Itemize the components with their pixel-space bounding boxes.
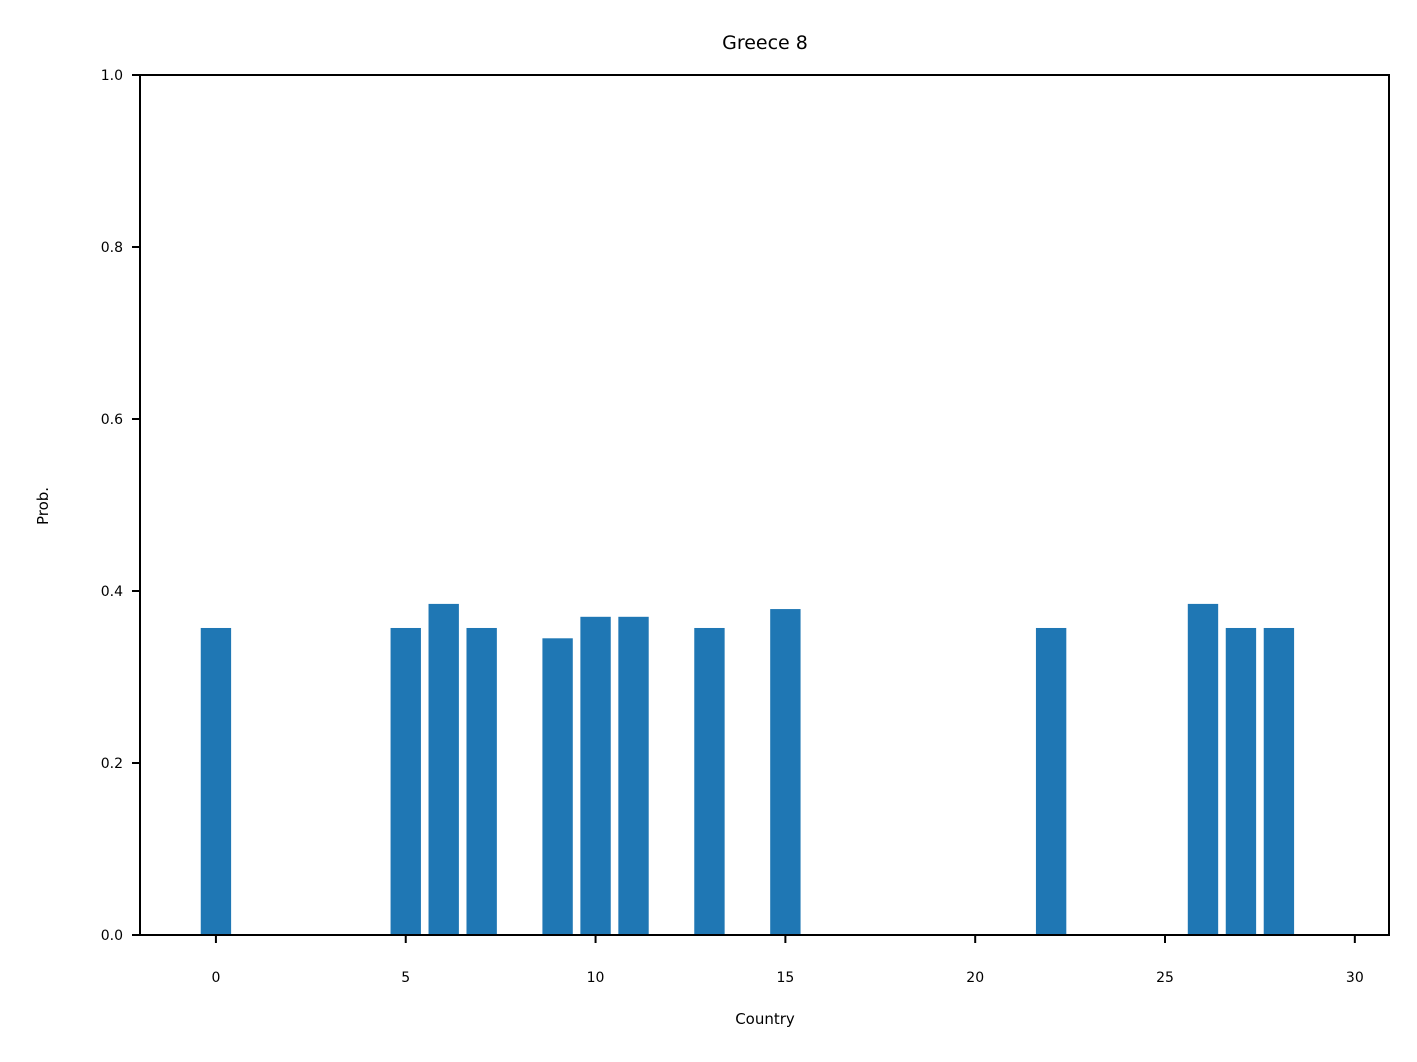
x-tick-label: 15 — [776, 970, 794, 986]
x-tick-label: 20 — [966, 970, 984, 986]
axes-layer — [139, 74, 1390, 936]
bar-9 — [542, 638, 573, 935]
y-tick-label: 0.2 — [101, 756, 123, 772]
bar-28 — [1263, 627, 1295, 935]
y-axis-title: Prob. — [34, 487, 52, 525]
bar-15 — [770, 609, 801, 935]
bar-13 — [694, 627, 725, 935]
bars-layer — [200, 603, 1295, 935]
bar-0 — [200, 627, 232, 935]
x-tick-label: 10 — [587, 970, 605, 986]
bar-26 — [1187, 603, 1219, 935]
y-axis-ticks: 0.0 0.2 0.4 0.6 0.8 1.0 — [101, 68, 140, 944]
x-axis-title: Country — [735, 1010, 795, 1028]
y-tick-label: 0.0 — [101, 928, 123, 944]
x-tick-label: 0 — [211, 970, 220, 986]
y-tick-label: 0.8 — [101, 240, 123, 256]
bar-10 — [580, 616, 611, 935]
x-tick-label: 5 — [401, 970, 410, 986]
x-axis-ticks: 0 5 10 15 20 25 30 — [211, 935, 1364, 986]
y-tick-label: 0.4 — [101, 584, 123, 600]
x-tick-label: 25 — [1156, 970, 1174, 986]
bar-5 — [390, 627, 421, 935]
bar-6 — [428, 603, 459, 935]
bar-7 — [466, 627, 497, 935]
chart-title: Greece 8 — [722, 32, 808, 54]
bar-27 — [1225, 627, 1257, 935]
x-tick-label: 30 — [1346, 970, 1364, 986]
bar-11 — [618, 616, 649, 935]
plot-frame — [139, 74, 1390, 936]
y-tick-label: 0.6 — [101, 412, 123, 428]
y-tick-label: 1.0 — [101, 68, 123, 84]
bar-22 — [1035, 627, 1067, 935]
